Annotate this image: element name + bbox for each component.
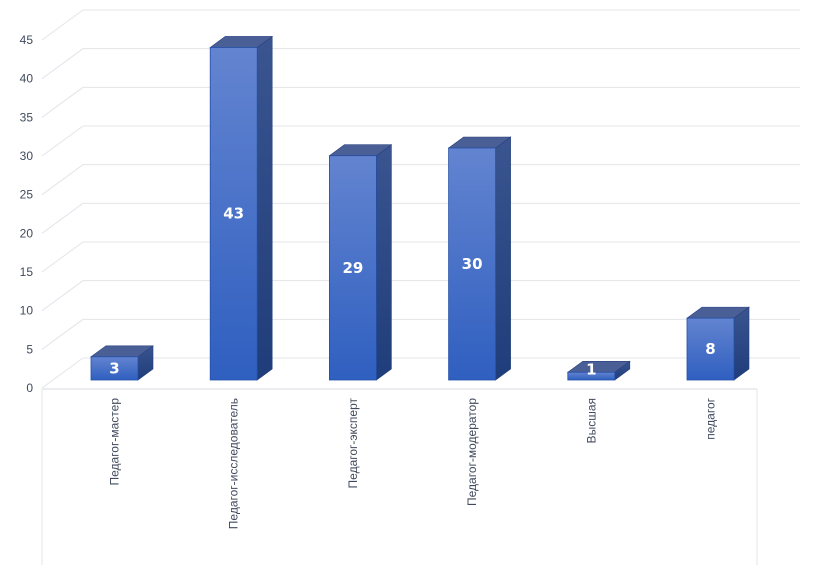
data-label: 8 <box>705 340 715 358</box>
gridline <box>41 241 800 273</box>
data-label: 1 <box>586 360 596 378</box>
y-axis-ticks: 0 5 10 15 20 25 30 35 40 45 <box>20 33 34 395</box>
x-tick-label: Педагог-эксперт <box>346 398 360 489</box>
gridline <box>41 357 800 389</box>
x-tick-label: Высшая <box>584 398 598 443</box>
gridline <box>41 125 800 157</box>
chart-floor <box>41 388 758 565</box>
bar-front <box>209 47 258 381</box>
gridline <box>41 318 800 350</box>
data-label: 29 <box>342 259 363 277</box>
bar: 8 <box>686 306 750 381</box>
data-label: 43 <box>223 205 244 223</box>
y-tick-label: 10 <box>20 304 34 318</box>
gridline <box>41 164 800 196</box>
bar-side <box>376 144 392 381</box>
y-tick-label: 20 <box>20 226 34 240</box>
y-tick-label: 15 <box>20 265 34 279</box>
bar: 1 <box>566 360 631 381</box>
bar: 43 <box>209 35 274 381</box>
bar-front <box>686 317 735 381</box>
gridline <box>41 48 800 80</box>
y-tick-label: 25 <box>20 188 34 202</box>
gridline <box>41 202 800 234</box>
gridline <box>41 280 800 312</box>
data-label: 3 <box>109 359 119 377</box>
y-tick-label: 0 <box>26 381 33 395</box>
bar: 30 <box>447 136 512 381</box>
y-tick-label: 5 <box>26 342 33 356</box>
bar-front <box>328 155 377 381</box>
x-tick-label: педагог <box>704 397 718 439</box>
y-tick-label: 45 <box>20 33 34 47</box>
x-axis-labels: Педагог-мастер Педагог-исследователь Педаг… <box>108 397 718 529</box>
gridlines <box>41 9 800 389</box>
bar: 29 <box>328 144 393 381</box>
bar-front <box>448 147 497 381</box>
bar-front <box>90 356 139 381</box>
gridline <box>41 9 800 41</box>
bars: 3 43 29 30 1 8 <box>90 35 750 381</box>
bar-side <box>733 306 750 381</box>
data-label: 30 <box>462 255 483 273</box>
y-tick-label: 35 <box>20 110 34 124</box>
y-tick-label: 40 <box>20 72 34 86</box>
y-tick-label: 30 <box>20 149 34 163</box>
gridline <box>41 86 800 118</box>
x-tick-label: Педагог-мастер <box>108 398 122 486</box>
bar: 3 <box>90 345 154 381</box>
bar-front <box>567 371 616 381</box>
bar-side <box>495 136 511 381</box>
x-tick-label: Педагог-модератор <box>465 398 479 506</box>
bar-side <box>256 35 273 381</box>
x-tick-label: Педагог-исследователь <box>227 398 241 529</box>
